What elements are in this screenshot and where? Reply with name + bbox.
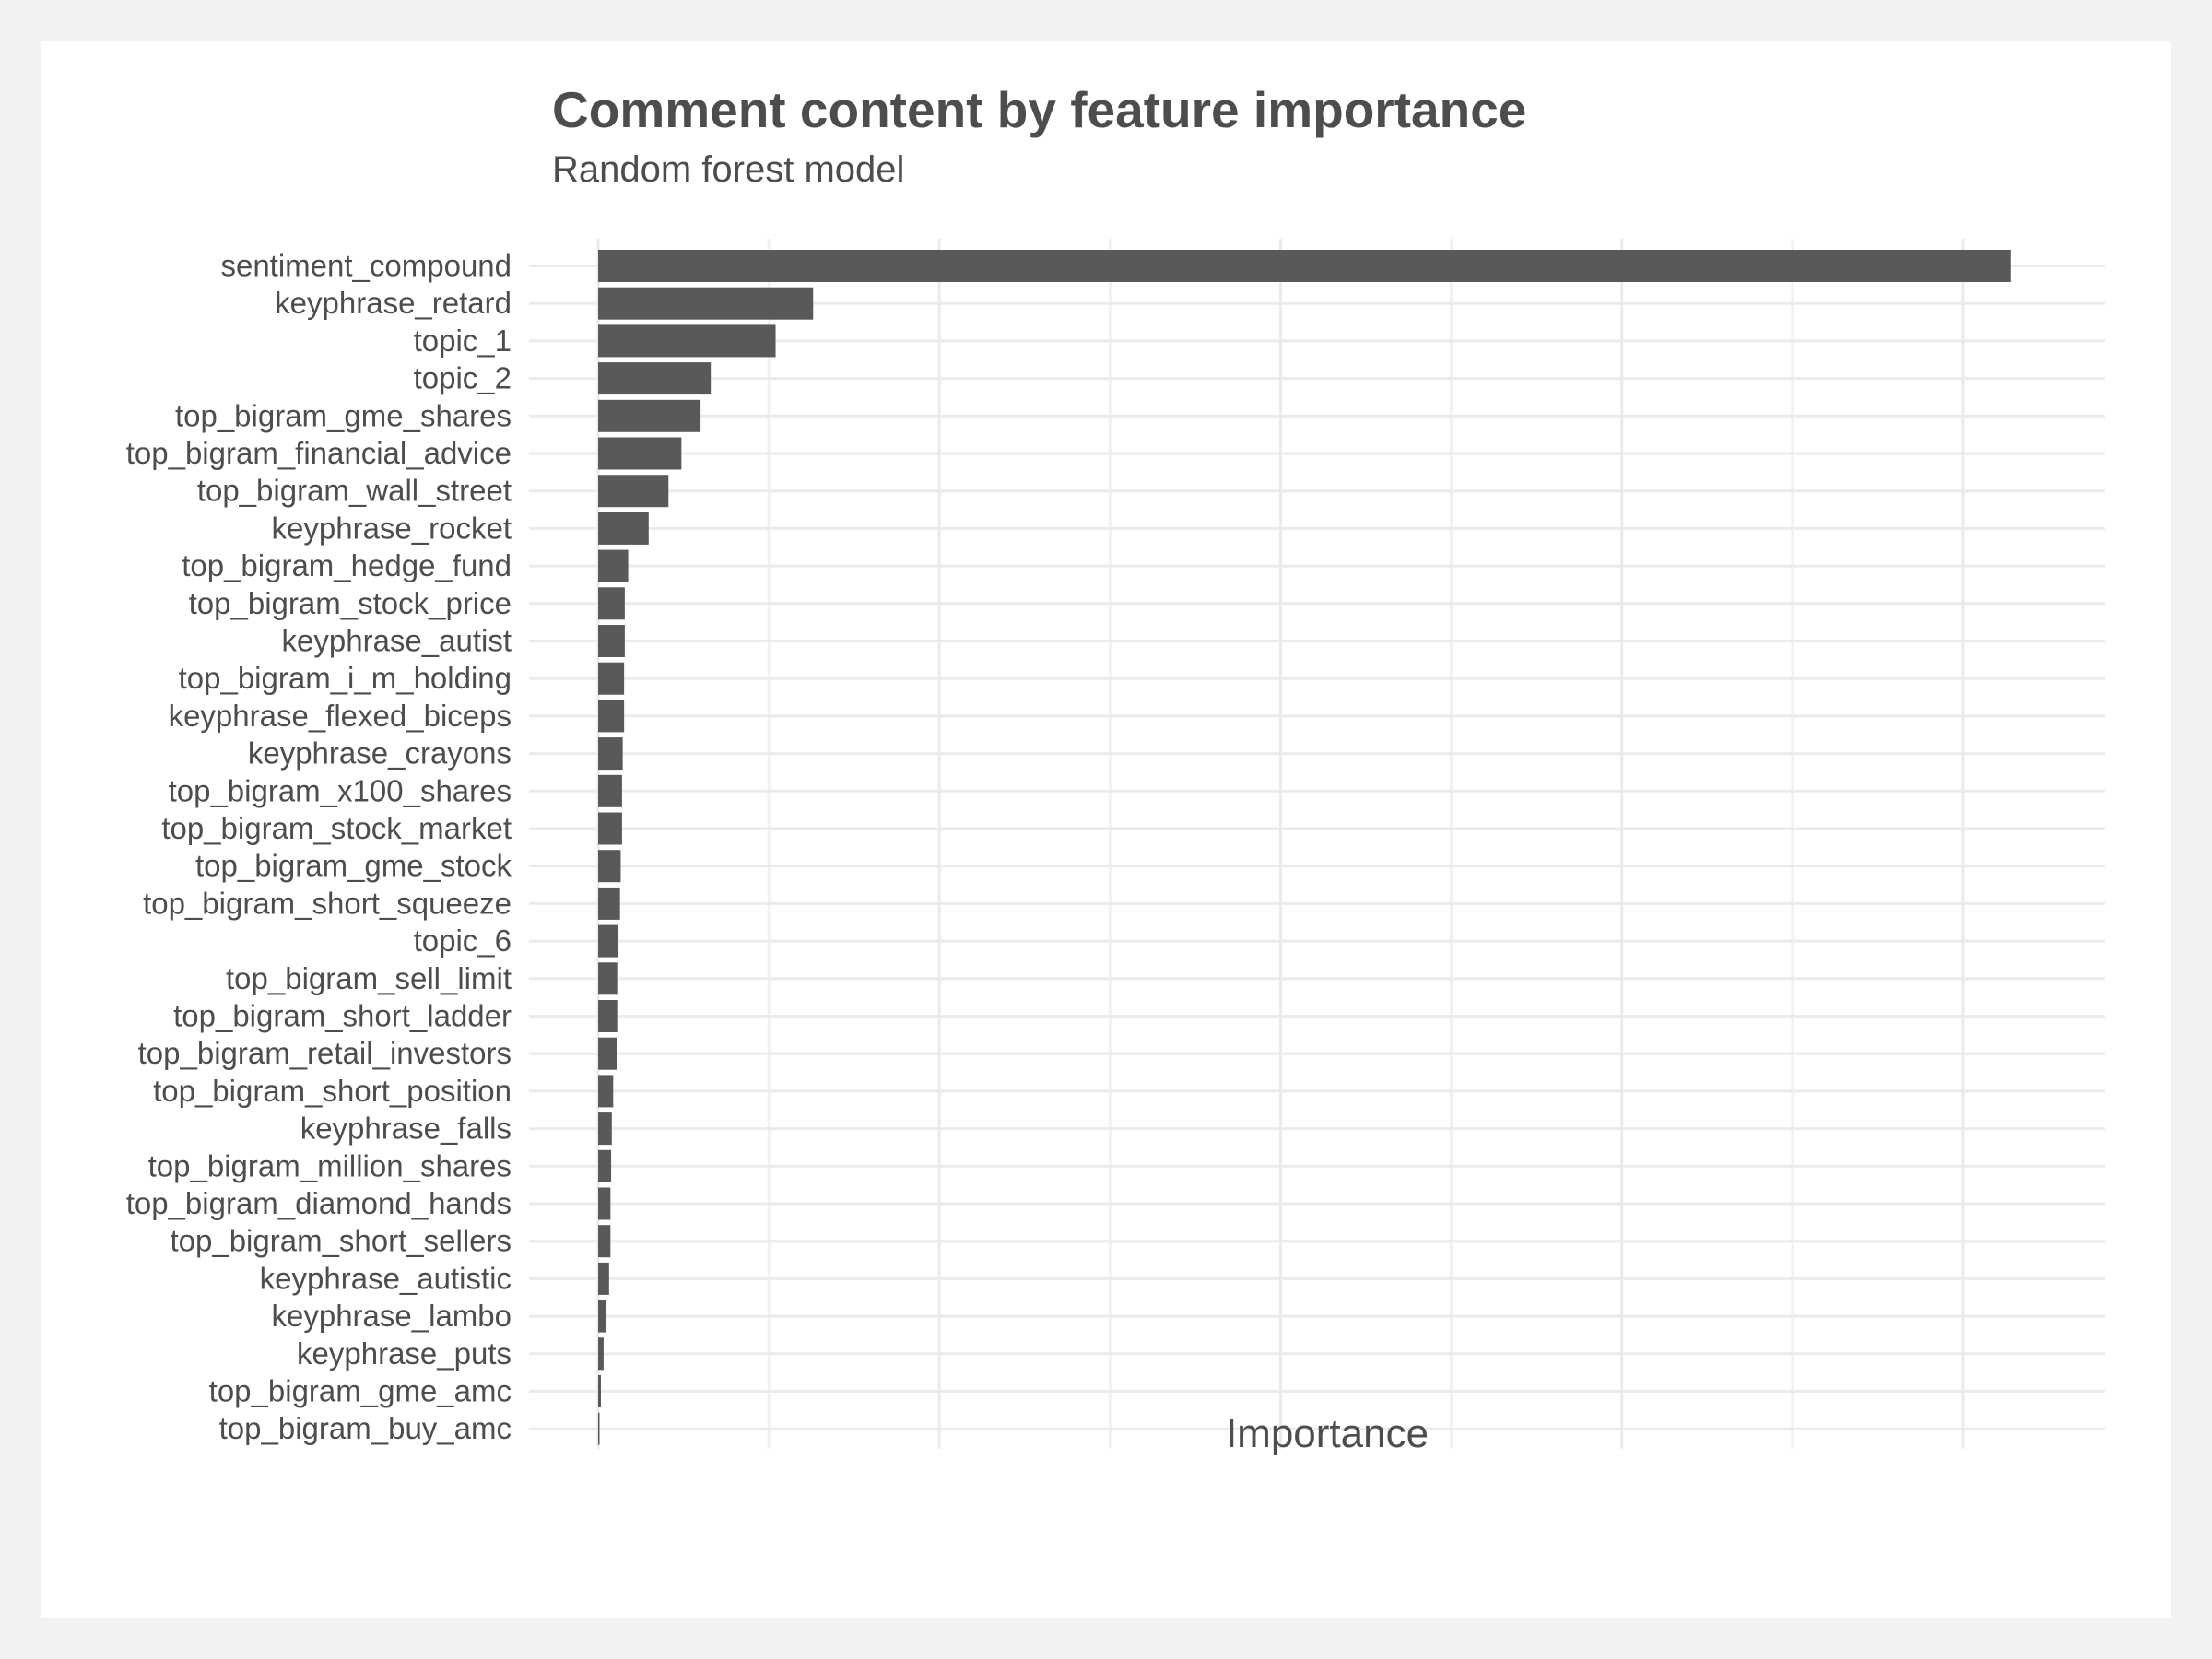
bar-top-bigram-gme-amc	[598, 1375, 601, 1407]
category-label: top_bigram_million_shares	[148, 1148, 512, 1182]
bar-top-bigram-x100-shares	[598, 774, 622, 807]
bar-topic-2	[598, 362, 712, 395]
x-axis-title: Importance	[1226, 1411, 1429, 1456]
category-label: top_bigram_short_ladder	[173, 999, 512, 1033]
category-label: top_bigram_gme_amc	[209, 1374, 512, 1408]
category-label: top_bigram_gme_stock	[195, 849, 512, 883]
category-label: topic_1	[414, 324, 512, 358]
category-label: keyphrase_autistic	[260, 1261, 512, 1295]
bar-top-bigram-wall-street	[598, 475, 669, 508]
category-label: top_bigram_stock_price	[189, 586, 512, 620]
category-label: keyphrase_autist	[282, 624, 512, 658]
category-label: top_bigram_i_m_holding	[179, 661, 512, 695]
bar-keyphrase-autist	[598, 625, 625, 657]
category-label: keyphrase_puts	[297, 1336, 512, 1371]
bar-top-bigram-gme-shares	[598, 399, 701, 432]
bar-top-bigram-short-ladder	[598, 1000, 618, 1032]
category-label: sentiment_compound	[220, 249, 512, 283]
bar-keyphrase-puts	[598, 1337, 604, 1371]
bar-top-bigram-sell-limit	[598, 962, 618, 995]
bar-top-bigram-stock-market	[598, 812, 622, 845]
category-label: top_bigram_short_position	[153, 1074, 512, 1108]
bar-keyphrase-lambo	[598, 1300, 606, 1333]
feature-importance-chart: Comment content by feature importance Ra…	[126, 81, 2105, 1456]
bar-top-bigram-short-squeeze	[598, 887, 620, 920]
bar-keyphrase-retard	[598, 287, 814, 320]
category-label: keyphrase_falls	[300, 1112, 512, 1146]
bars	[598, 250, 2011, 1445]
bar-keyphrase-autistic	[598, 1262, 609, 1295]
bar-top-bigram-short-sellers	[598, 1225, 611, 1258]
bar-top-bigram-stock-price	[598, 587, 625, 620]
category-label: top_bigram_hedge_fund	[182, 548, 512, 582]
category-label: keyphrase_flexed_biceps	[169, 699, 512, 733]
category-label: topic_6	[414, 924, 512, 958]
bar-top-bigram-hedge-fund	[598, 549, 629, 582]
category-label: top_bigram_financial_advice	[126, 436, 512, 470]
category-label: keyphrase_crayons	[248, 736, 512, 771]
bar-top-bigram-diamond-hands	[598, 1187, 611, 1220]
category-label: keyphrase_retard	[275, 286, 512, 320]
bar-topic-6	[598, 924, 618, 958]
bar-keyphrase-falls	[598, 1112, 612, 1146]
bar-keyphrase-crayons	[598, 737, 623, 771]
bar-top-bigram-million-shares	[598, 1149, 612, 1182]
bar-keyphrase-flexed-biceps	[598, 700, 625, 733]
bar-sentiment-compound	[598, 250, 2011, 282]
category-label: top_bigram_stock_market	[161, 811, 512, 845]
category-label: top_bigram_sell_limit	[226, 961, 512, 995]
chart-subtitle: Random forest model	[552, 149, 904, 190]
category-label: keyphrase_lambo	[272, 1299, 512, 1333]
category-label: top_bigram_wall_street	[197, 474, 512, 508]
grid-lines	[529, 239, 2105, 1449]
bar-top-bigram-gme-stock	[598, 850, 621, 883]
bar-top-bigram-financial-advice	[598, 437, 682, 470]
bar-top-bigram-i-m-holding	[598, 662, 625, 695]
category-label: top_bigram_x100_shares	[169, 773, 512, 807]
category-label: top_bigram_diamond_hands	[126, 1186, 512, 1220]
bar-top-bigram-buy-amc	[598, 1412, 600, 1445]
category-label: top_bigram_short_sellers	[170, 1224, 512, 1258]
bar-topic-1	[598, 324, 776, 358]
chart-title: Comment content by feature importance	[552, 81, 1526, 138]
bar-top-bigram-retail-investors	[598, 1037, 617, 1070]
category-label: top_bigram_retail_investors	[138, 1036, 512, 1070]
category-label: keyphrase_rocket	[272, 511, 512, 545]
bar-top-bigram-short-position	[598, 1075, 614, 1108]
category-label: top_bigram_gme_shares	[175, 398, 512, 432]
category-label: topic_2	[414, 361, 512, 395]
category-label: top_bigram_buy_amc	[219, 1411, 512, 1445]
chart-panel: Comment content by feature importance Ra…	[41, 41, 2171, 1618]
bar-keyphrase-rocket	[598, 512, 649, 545]
category-label: top_bigram_short_squeeze	[143, 886, 512, 920]
